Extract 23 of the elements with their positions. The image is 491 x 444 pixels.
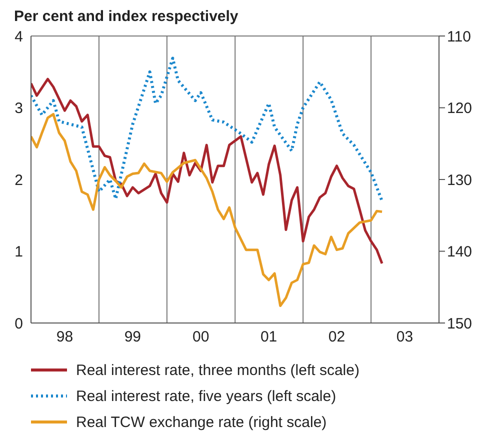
x-tick-label: 03 (396, 328, 414, 346)
y-tick-label: 1 (14, 244, 23, 261)
y2-tick-label: 140 (447, 244, 472, 261)
line-series (31, 56, 384, 203)
legend-label: Real TCW exchange rate (right scale) (76, 414, 327, 430)
y-tick-label: 0 (14, 315, 23, 332)
line-series (31, 112, 384, 308)
chart-subtitle: Per cent and index respectively (13, 8, 240, 27)
y2-tick-label: 150 (447, 315, 472, 332)
y2-tick-label: 120 (447, 100, 472, 118)
x-tick-label: 00 (192, 328, 210, 346)
y2-tick-label: 110 (447, 28, 471, 46)
legend-label: Real interest rate, five years (left scale) (76, 388, 336, 404)
x-tick-label: 99 (124, 328, 142, 346)
y2-tick-label: 130 (447, 172, 472, 189)
x-tick-label: 98 (56, 328, 74, 346)
x-tick-label: 01 (260, 328, 278, 346)
x-tick-label: 02 (328, 328, 346, 346)
y-tick-label: 4 (14, 28, 23, 46)
y-tick-label: 3 (14, 100, 23, 118)
y-tick-label: 2 (14, 172, 23, 189)
legend-label: Real interest rate, three months (left scale) (76, 362, 360, 378)
line-series (31, 78, 384, 265)
